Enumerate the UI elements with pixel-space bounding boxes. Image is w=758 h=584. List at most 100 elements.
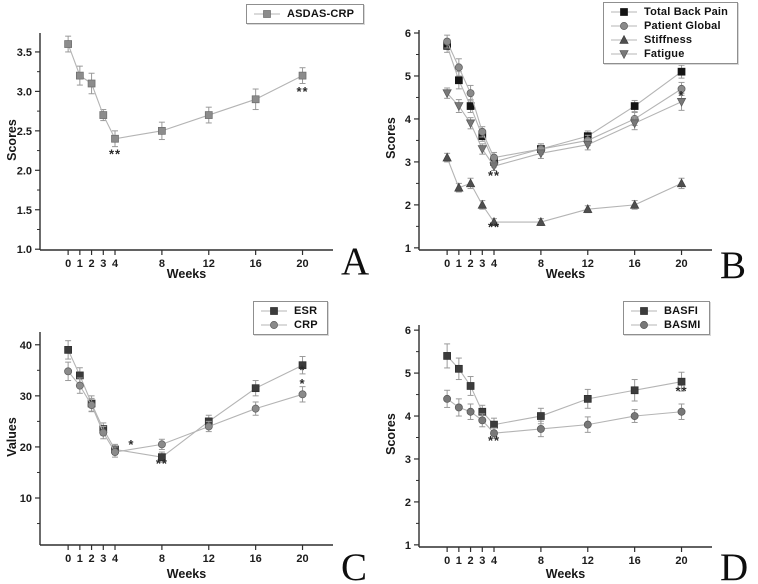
legend-entry: ESR [260,304,318,318]
chart-A: 1.01.52.02.53.03.50 1 2 3 4 8 12 16 20**** [17,33,333,270]
legend-label: Total Back Pain [644,6,729,18]
axes: 1.01.52.02.53.03.50 1 2 3 4 8 12 16 20 [17,33,333,270]
legend-entry: Stiffness [610,33,728,47]
legend-label: CRP [294,319,318,331]
y-tick-label: 1.0 [17,244,32,256]
x-tick-label: 8 [159,258,165,270]
legend-marker-icon [611,8,637,16]
x-tick-label: 0 [444,555,450,567]
y-tick-label: 3.0 [17,86,32,98]
x-tick-label: 2 [89,258,95,270]
series-fatigue [442,87,687,172]
x-tick-label: 2 [468,555,474,567]
x-tick-label: 12 [203,553,215,565]
x-tick-label: 20 [675,258,687,270]
y-tick-label: 6 [405,28,411,40]
significance-annotation: ** [296,84,308,99]
y-axis-label: Scores [5,118,19,161]
y-tick-label: 2.0 [17,165,32,177]
x-tick-label: 4 [491,258,498,270]
x-tick-label: 12 [582,555,594,567]
y-tick-label: 1 [405,243,411,255]
significance-annotation: ** [488,168,500,183]
y-tick-label: 5 [405,368,411,380]
series-asdas-crp [64,35,307,148]
legend-label: ASDAS-CRP [287,8,355,20]
x-tick-label: 3 [100,258,106,270]
significance-annotation: ** [109,146,121,161]
y-tick-label: 6 [405,325,411,337]
x-tick-label: 2 [89,553,95,565]
panel-letter: D [720,546,749,584]
x-tick-label: 3 [100,553,106,565]
legend-marker-icon [261,307,287,315]
legend-marker-icon [611,50,637,59]
x-tick-label: 3 [479,555,485,567]
legend-label: Stiffness [644,34,693,46]
x-tick-label: 1 [77,553,83,565]
x-tick-label: 16 [250,553,262,565]
series-stiffness [442,152,687,227]
x-tick-label: 0 [65,553,71,565]
y-tick-label: 30 [20,391,32,403]
series-crp [64,361,307,458]
x-tick-label: 16 [629,258,641,270]
x-axis-label: Weeks [545,567,586,581]
x-tick-label: 16 [629,555,641,567]
y-tick-label: 2.5 [17,126,32,138]
x-tick-label: 4 [491,555,498,567]
y-axis-label: Scores [384,117,398,159]
y-tick-label: 4 [405,114,412,126]
legend-label: Patient Global [644,20,721,32]
legend-label: ESR [294,305,318,317]
significance-annotation: ** [488,433,500,448]
x-tick-label: 0 [65,258,71,270]
legend-entry: ASDAS-CRP [253,7,354,21]
panel-A: 1.0 1.5 2.0 2.5 3.0 3.5 0 1 2 3 4 8 12 16 20 ** ** Score… [0,0,379,292]
panel-C: 10 20 30 40 0 1 2 3 4 8 12 16 20 * ** * * Values Weeks E… [0,292,379,584]
x-axis-label: Weeks [545,267,586,281]
legend-entry: Total Back Pain [610,5,728,19]
legend-marker-icon [631,307,657,315]
legend: Total Back Pain Patient Global Stiffness Fa… [603,2,739,64]
y-tick-label: 1 [405,540,411,552]
legend-label: BASFI [664,305,698,317]
y-tick-label: 1.5 [17,205,32,217]
series-patient-global [443,34,686,164]
legend: ESR CRP [253,301,328,335]
legend-entry: CRP [260,318,318,332]
panel-D: 1 2 3 4 5 6 0 1 2 3 4 8 12 16 20 ** ** Scores Weeks BASF… [379,292,758,584]
x-tick-label: 20 [675,555,687,567]
significance-annotation: * [299,376,305,391]
y-tick-label: 40 [20,340,32,352]
x-tick-label: 12 [203,258,215,270]
x-tick-label: 1 [456,258,462,270]
x-axis-label: Weeks [166,267,207,281]
y-tick-label: 2 [405,200,411,212]
x-tick-label: 8 [159,553,165,565]
x-tick-label: 16 [250,258,262,270]
x-tick-label: 4 [112,553,119,565]
panel-B: 1 2 3 4 5 6 0 1 2 3 4 8 12 16 20 ** ** * Scores Weeks Tot… [379,0,758,292]
y-tick-label: 3 [405,157,411,169]
y-tick-label: 4 [405,411,412,423]
x-tick-label: 4 [112,258,119,270]
significance-annotation: * [678,88,684,103]
legend-entry: Fatigue [610,47,728,61]
x-tick-label: 12 [582,258,594,270]
legend-entry: Patient Global [610,19,728,33]
legend-marker-icon [254,10,280,18]
legend-label: BASMI [664,319,701,331]
panel-letter: C [341,546,368,584]
y-tick-label: 5 [405,71,411,83]
legend: BASFI BASMI [623,301,711,335]
y-tick-label: 3 [405,454,411,466]
significance-annotation: * [299,362,305,377]
panel-letter: A [341,240,370,283]
